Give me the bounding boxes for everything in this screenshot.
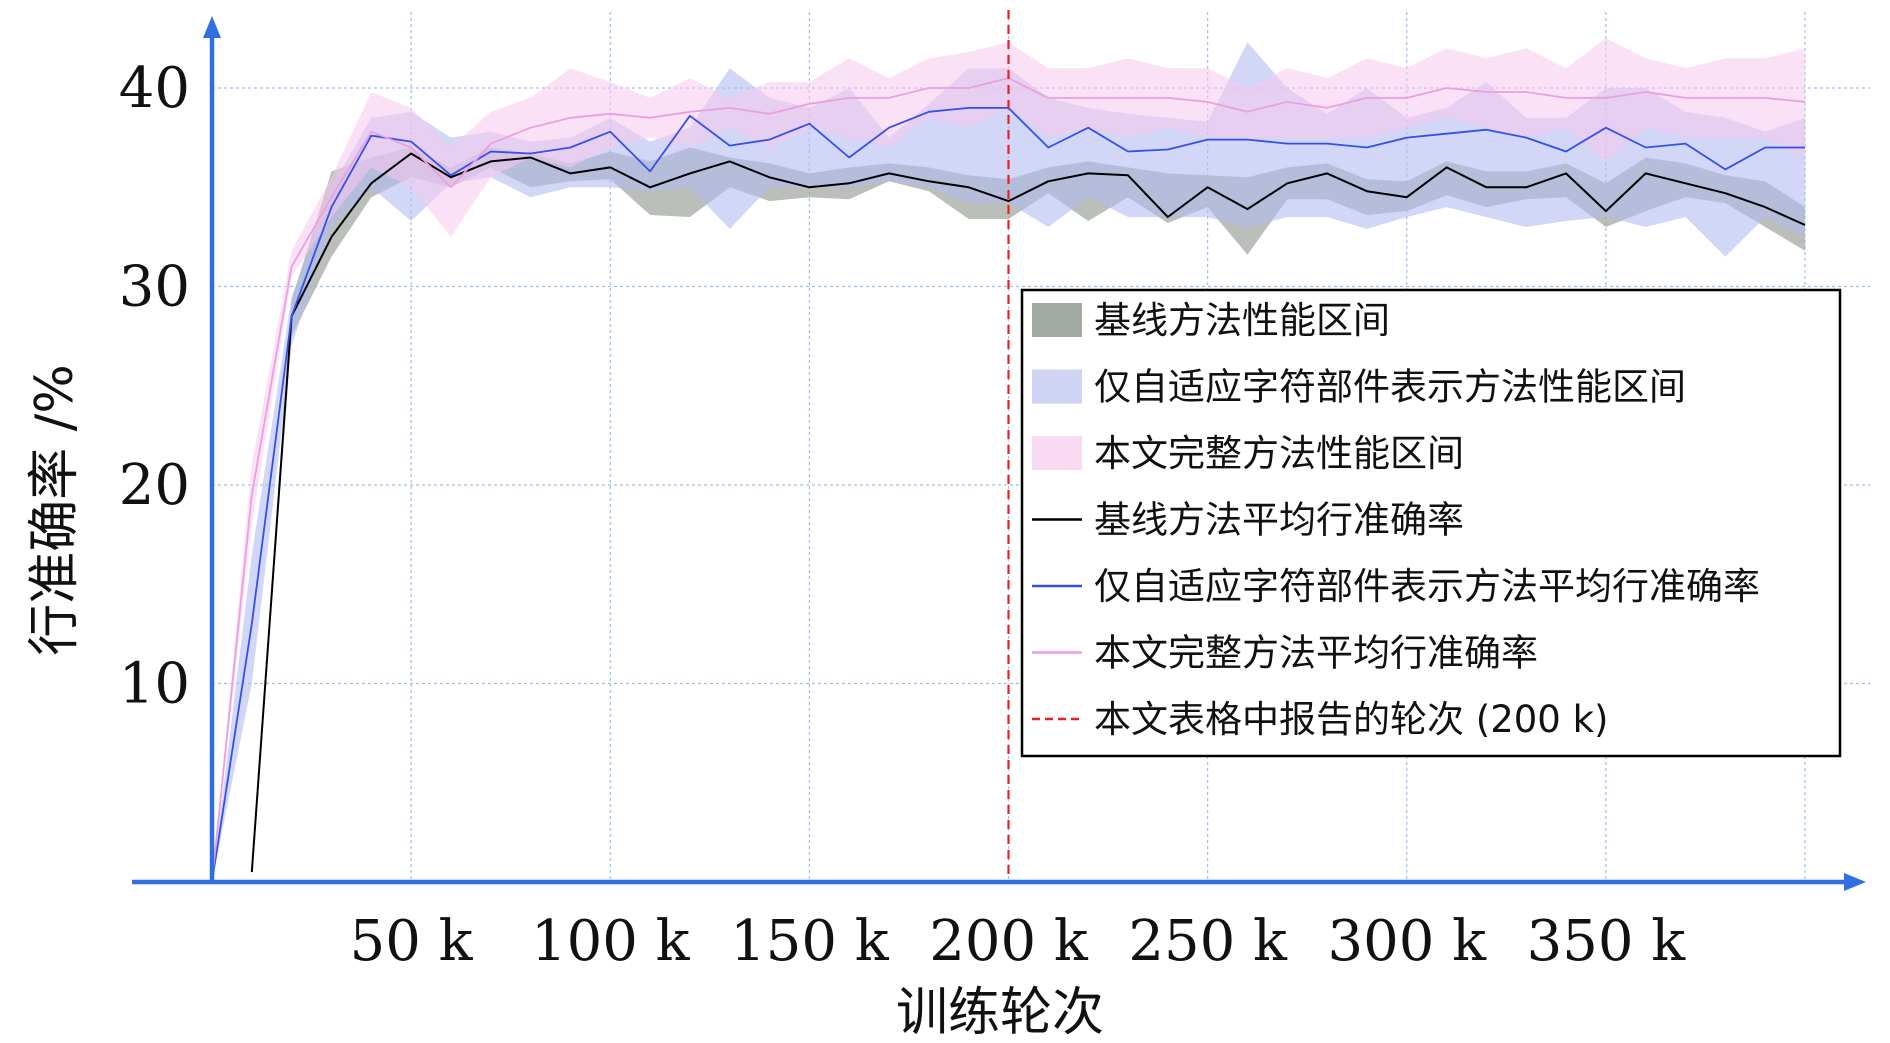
y-tick-label: 30 (119, 255, 190, 320)
legend-label: 基线方法平均行准确率 (1094, 499, 1464, 542)
x-tick-label: 100 k (531, 909, 691, 974)
bands (212, 38, 1805, 883)
y-tick-label: 10 (119, 652, 190, 717)
y-axis-title: 行准确率 /% (25, 364, 85, 655)
x-tick-label: 200 k (929, 909, 1089, 974)
tick-labels: 50 k 100 k 150 k 200 k 250 k 300 k 350 k 10 20 30… (119, 56, 1687, 974)
legend-swatch (1032, 436, 1082, 470)
x-tick-label: 50 k (350, 909, 474, 974)
x-tick-label: 150 k (730, 909, 890, 974)
x-tick-label: 350 k (1527, 909, 1687, 974)
axes (132, 16, 1866, 891)
x-axis-arrow (1844, 873, 1866, 891)
legend-box (1020, 288, 1842, 758)
legend-label: 本文表格中报告的轮次 (200 k) (1094, 698, 1608, 741)
x-tick-label: 250 k (1128, 909, 1288, 974)
y-axis-arrow (203, 16, 221, 38)
legend-label: 本文完整方法平均行准确率 (1094, 632, 1538, 675)
legend-label: 本文完整方法性能区间 (1094, 432, 1464, 475)
x-axis-title: 训练轮次 (896, 983, 1104, 1043)
legend-swatch (1032, 369, 1082, 404)
legend-label: 基线方法性能区间 (1094, 299, 1390, 342)
x-tick-label: 300 k (1327, 909, 1487, 974)
legend-label: 仅自适应字符部件表示方法性能区间 (1094, 366, 1686, 409)
y-tick-label: 20 (119, 453, 190, 518)
legend: 基线方法性能区间仅自适应字符部件表示方法性能区间本文完整方法性能区间基线方法平均… (1020, 288, 1842, 758)
series-line-1 (250, 152, 1806, 873)
y-tick-label: 40 (119, 56, 190, 121)
legend-swatch (1032, 303, 1082, 337)
band-3 (212, 38, 1805, 882)
legend-label: 仅自适应字符部件表示方法平均行准确率 (1094, 565, 1760, 608)
